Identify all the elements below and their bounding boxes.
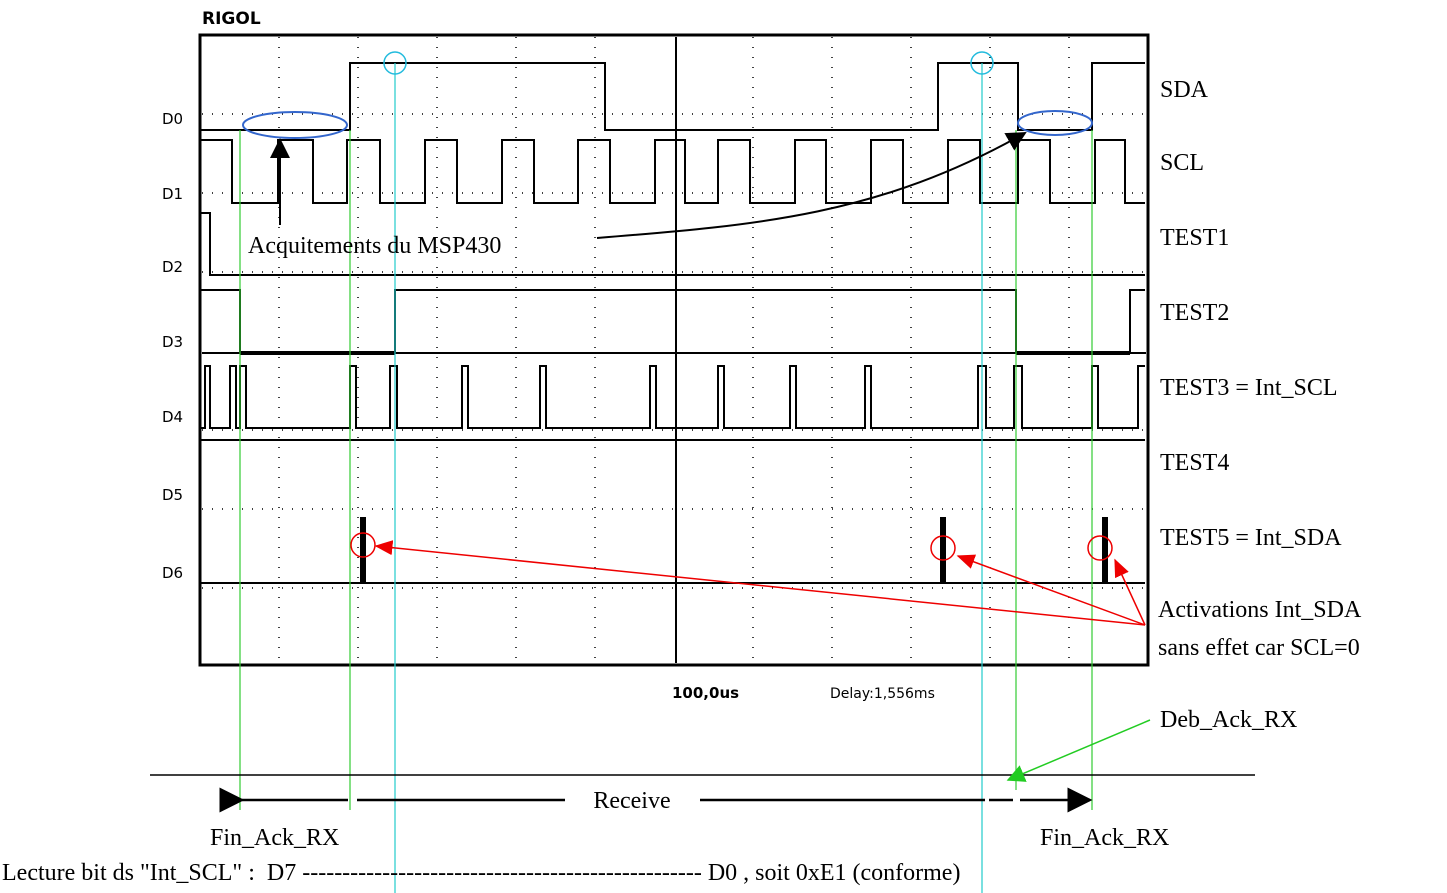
annotations: Acquitements du MSP430 Activations Int_S…	[2, 233, 1362, 886]
signal-name: TEST3 = Int_SCL	[1160, 375, 1338, 401]
channel-label: D4	[162, 408, 183, 426]
deb-ack-label: Deb_Ack_RX	[1160, 707, 1297, 733]
signal-name: TEST2	[1160, 300, 1229, 326]
fin-ack-label: Fin_Ack_RX	[210, 825, 339, 851]
channel-labels: D0 D1 D2 D3 D4 D5 D6	[162, 110, 183, 582]
reading-label: Lecture bit ds "Int_SCL" : D7 ----------…	[2, 860, 960, 886]
scope-diagram: RIGOL D0 D1 D2 D3 D4 D5 D6 SDA SCL TEST1…	[0, 0, 1447, 893]
signal-name: SCL	[1160, 150, 1204, 176]
signal-name: SDA	[1160, 77, 1209, 103]
activation-label: Activations Int_SDA	[1158, 597, 1362, 623]
channel-label: D6	[162, 564, 183, 582]
timebase: 100,0us	[672, 684, 739, 702]
fin-ack-label: Fin_Ack_RX	[1040, 825, 1169, 851]
signal-name: TEST5 = Int_SDA	[1160, 525, 1342, 551]
waveforms	[200, 63, 1145, 583]
channel-label: D1	[162, 185, 183, 203]
channel-label: D2	[162, 258, 183, 276]
markers	[150, 52, 1255, 893]
brand: RIGOL	[202, 9, 261, 29]
signal-name: TEST1	[1160, 225, 1229, 251]
ack-label: Acquitements du MSP430	[248, 233, 501, 259]
signal-names: SDA SCL TEST1 TEST2 TEST3 = Int_SCL TEST…	[1160, 77, 1342, 551]
signal-name: TEST4	[1160, 450, 1229, 476]
channel-label: D3	[162, 333, 183, 351]
activation-label: sans effet car SCL=0	[1158, 635, 1360, 661]
channel-label: D5	[162, 486, 183, 504]
channel-label: D0	[162, 110, 183, 128]
receive-label: Receive	[593, 788, 670, 814]
delay: Delay:1,556ms	[830, 686, 935, 702]
